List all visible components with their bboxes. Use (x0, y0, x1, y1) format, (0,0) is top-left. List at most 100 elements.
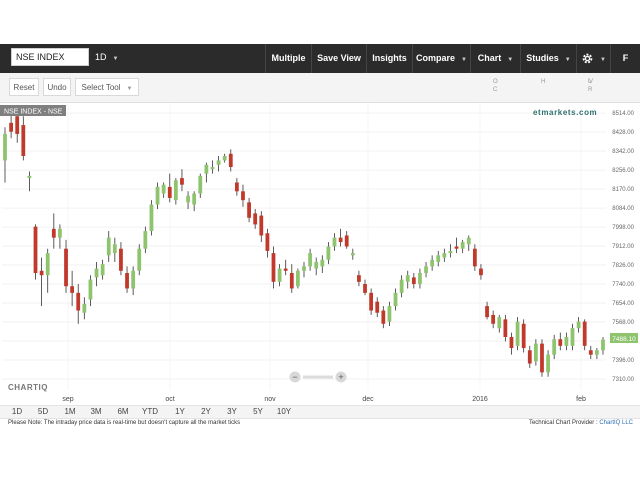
candle[interactable] (460, 239, 465, 254)
candle[interactable] (552, 334, 557, 360)
studies-button[interactable]: Studies ▼ (520, 44, 576, 73)
period-select[interactable]: 1D ▼ (95, 48, 123, 66)
candle[interactable] (302, 261, 306, 278)
candle[interactable] (265, 228, 270, 258)
candle[interactable] (70, 270, 75, 307)
provider-link[interactable]: ChartIQ LLC (599, 420, 633, 426)
candle[interactable] (399, 275, 404, 298)
candle[interactable] (204, 162, 209, 183)
candle[interactable] (94, 261, 99, 287)
chart-type-button[interactable]: Chart ▼ (470, 44, 520, 73)
candle[interactable] (247, 197, 251, 223)
candle[interactable] (143, 226, 148, 254)
candle[interactable] (570, 323, 575, 351)
candle[interactable] (369, 288, 374, 315)
select-tool-dropdown[interactable]: Select Tool ▼ (75, 78, 139, 96)
candle[interactable] (100, 259, 105, 280)
zoom-control[interactable]: − + (289, 371, 347, 383)
candle[interactable] (76, 284, 81, 324)
candle[interactable] (503, 314, 508, 342)
candle[interactable] (216, 155, 221, 172)
candle[interactable] (442, 248, 447, 262)
candle[interactable] (326, 242, 331, 265)
candle[interactable] (58, 224, 62, 249)
candle[interactable] (375, 297, 380, 318)
candle[interactable] (228, 149, 233, 172)
range-button-1d[interactable]: 1D (11, 407, 23, 416)
candle[interactable] (88, 275, 93, 307)
candle[interactable] (381, 306, 386, 329)
candle[interactable] (509, 332, 514, 355)
candle[interactable] (253, 208, 258, 229)
candle[interactable] (466, 235, 471, 251)
range-button-10y[interactable]: 10Y (276, 407, 292, 416)
range-button-1y[interactable]: 1Y (175, 407, 185, 416)
candle[interactable] (161, 182, 166, 198)
candle[interactable] (595, 348, 599, 360)
candle[interactable] (582, 319, 587, 351)
candle[interactable] (454, 237, 459, 254)
candle[interactable] (210, 160, 215, 174)
candle[interactable] (64, 239, 68, 293)
compare-button[interactable]: Compare ▼ (412, 44, 470, 73)
candle[interactable] (332, 233, 337, 251)
candle[interactable] (497, 314, 502, 333)
candle[interactable] (308, 248, 312, 271)
multiple-button[interactable]: Multiple (265, 44, 311, 73)
candle[interactable] (155, 182, 160, 209)
candle[interactable] (39, 257, 44, 307)
candle[interactable] (186, 191, 190, 209)
candle[interactable] (137, 244, 142, 276)
candle[interactable] (277, 264, 282, 287)
candle[interactable] (45, 248, 50, 293)
candle[interactable] (588, 345, 593, 360)
candle[interactable] (387, 301, 392, 326)
zoom-in-icon[interactable] (335, 371, 347, 383)
candle[interactable] (485, 301, 489, 320)
candle[interactable] (601, 337, 605, 355)
candle[interactable] (424, 261, 428, 278)
candle[interactable] (192, 191, 197, 212)
candle[interactable] (320, 255, 325, 273)
candle[interactable] (411, 272, 416, 289)
candle[interactable] (533, 339, 538, 366)
reset-button[interactable]: Reset (9, 78, 39, 96)
candle[interactable] (418, 268, 422, 289)
candle[interactable] (430, 255, 435, 271)
range-button-2y[interactable]: 2Y (201, 407, 211, 416)
zoom-out-icon[interactable] (289, 371, 301, 383)
candle[interactable] (479, 264, 483, 280)
candle[interactable] (289, 264, 294, 293)
candle[interactable] (271, 246, 276, 289)
candle[interactable] (363, 279, 367, 296)
candle[interactable] (167, 173, 172, 203)
fullscreen-button[interactable]: F (610, 44, 640, 73)
candle[interactable] (198, 173, 203, 198)
candle[interactable] (222, 153, 227, 163)
candle[interactable] (259, 211, 264, 243)
symbol-input[interactable] (11, 48, 89, 66)
candle[interactable] (173, 178, 178, 205)
candle[interactable] (149, 200, 154, 236)
candle[interactable] (357, 270, 361, 287)
candle[interactable] (125, 266, 129, 293)
candle[interactable] (472, 244, 477, 271)
candle[interactable] (106, 231, 111, 262)
candle[interactable] (564, 332, 569, 351)
range-button-5y[interactable]: 5Y (253, 407, 263, 416)
candle[interactable] (241, 184, 245, 207)
candle[interactable] (9, 111, 13, 139)
candle[interactable] (338, 228, 343, 247)
candlestick-chart[interactable]: 8514.00 8428.00 8342.00 8256.00 8170.00 8084.… (0, 103, 640, 405)
candle[interactable] (21, 116, 26, 161)
candle[interactable] (515, 317, 520, 351)
candle[interactable] (112, 237, 117, 262)
undo-button[interactable]: Undo (43, 78, 71, 96)
candle[interactable] (234, 178, 239, 196)
candle[interactable] (314, 257, 319, 276)
save-view-button[interactable]: Save View (311, 44, 366, 73)
candle[interactable] (405, 270, 410, 289)
candle[interactable] (82, 297, 87, 320)
candle[interactable] (51, 213, 56, 249)
range-button-ytd[interactable]: YTD (142, 407, 158, 416)
